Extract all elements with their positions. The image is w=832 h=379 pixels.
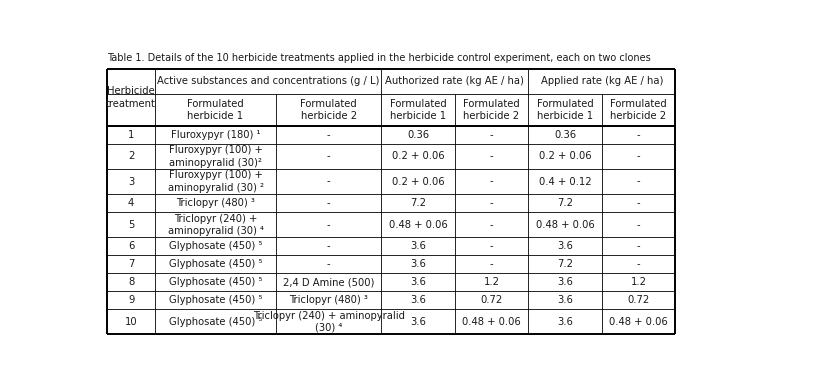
- Text: Formulated
herbicide 2: Formulated herbicide 2: [300, 99, 357, 121]
- Text: -: -: [327, 130, 330, 140]
- Text: 3.6: 3.6: [557, 277, 573, 287]
- Text: Triclopyr (240) +
aminopyralid (30) ⁴: Triclopyr (240) + aminopyralid (30) ⁴: [167, 213, 264, 236]
- Text: 7.2: 7.2: [557, 198, 573, 208]
- Text: -: -: [490, 151, 493, 161]
- Text: Authorized rate (kg AE / ha): Authorized rate (kg AE / ha): [385, 77, 524, 86]
- Text: Fluroxypyr (180) ¹: Fluroxypyr (180) ¹: [171, 130, 260, 140]
- Text: -: -: [327, 177, 330, 186]
- Text: Triclopyr (480) ³: Triclopyr (480) ³: [176, 198, 255, 208]
- Text: Table 1. Details of the 10 herbicide treatments applied in the herbicide control: Table 1. Details of the 10 herbicide tre…: [107, 53, 651, 63]
- Text: -: -: [636, 177, 641, 186]
- Text: 9: 9: [128, 295, 134, 305]
- Text: Formulated
herbicide 2: Formulated herbicide 2: [463, 99, 520, 121]
- Text: 0.2 + 0.06: 0.2 + 0.06: [392, 151, 444, 161]
- Text: Glyphosate (450) ⁵: Glyphosate (450) ⁵: [169, 295, 262, 305]
- Text: 3.6: 3.6: [557, 317, 573, 327]
- Text: -: -: [636, 259, 641, 269]
- Text: 7: 7: [128, 259, 134, 269]
- Text: -: -: [327, 241, 330, 251]
- Text: 1.2: 1.2: [631, 277, 646, 287]
- Text: -: -: [490, 259, 493, 269]
- Text: 3.6: 3.6: [410, 295, 426, 305]
- Text: 1: 1: [128, 130, 134, 140]
- Text: 3.6: 3.6: [410, 241, 426, 251]
- Text: 1.2: 1.2: [483, 277, 499, 287]
- Text: -: -: [327, 198, 330, 208]
- Text: Triclopyr (240) + aminopyralid
(30) ⁴: Triclopyr (240) + aminopyralid (30) ⁴: [253, 311, 404, 333]
- Text: Herbicide
treatment: Herbicide treatment: [106, 86, 156, 108]
- Text: Applied rate (kg AE / ha): Applied rate (kg AE / ha): [541, 77, 663, 86]
- Text: 0.72: 0.72: [627, 295, 650, 305]
- Text: Glyphosate (450) ⁵: Glyphosate (450) ⁵: [169, 259, 262, 269]
- Text: -: -: [490, 220, 493, 230]
- Text: 4: 4: [128, 198, 134, 208]
- Text: -: -: [490, 241, 493, 251]
- Text: 0.48 + 0.06: 0.48 + 0.06: [462, 317, 521, 327]
- Text: 3.6: 3.6: [410, 277, 426, 287]
- Text: -: -: [636, 241, 641, 251]
- Text: 7.2: 7.2: [557, 259, 573, 269]
- Text: 0.72: 0.72: [480, 295, 503, 305]
- Text: 5: 5: [128, 220, 134, 230]
- Text: -: -: [636, 198, 641, 208]
- Text: Glyphosate (450) ⁵: Glyphosate (450) ⁵: [169, 277, 262, 287]
- Text: 0.48 + 0.06: 0.48 + 0.06: [536, 220, 594, 230]
- Text: 0.4 + 0.12: 0.4 + 0.12: [538, 177, 592, 186]
- Text: 0.36: 0.36: [554, 130, 576, 140]
- Text: -: -: [490, 130, 493, 140]
- Text: 2,4 D Amine (500): 2,4 D Amine (500): [283, 277, 374, 287]
- Text: 3.6: 3.6: [410, 317, 426, 327]
- Text: -: -: [636, 151, 641, 161]
- Text: 3.6: 3.6: [410, 259, 426, 269]
- Text: -: -: [490, 198, 493, 208]
- Text: 8: 8: [128, 277, 134, 287]
- Text: 3: 3: [128, 177, 134, 186]
- Text: 0.2 + 0.06: 0.2 + 0.06: [538, 151, 592, 161]
- Text: 7.2: 7.2: [410, 198, 426, 208]
- Text: -: -: [636, 220, 641, 230]
- Text: 10: 10: [125, 317, 137, 327]
- Text: Glyphosate (450) ⁵: Glyphosate (450) ⁵: [169, 241, 262, 251]
- Text: Formulated
herbicide 2: Formulated herbicide 2: [610, 99, 667, 121]
- Text: 0.36: 0.36: [407, 130, 429, 140]
- Text: Triclopyr (480) ³: Triclopyr (480) ³: [290, 295, 368, 305]
- Text: 0.48 + 0.06: 0.48 + 0.06: [609, 317, 668, 327]
- Text: 3.6: 3.6: [557, 241, 573, 251]
- Text: Glyphosate (450) ⁵: Glyphosate (450) ⁵: [169, 317, 262, 327]
- Text: 6: 6: [128, 241, 134, 251]
- Text: -: -: [327, 220, 330, 230]
- Text: Formulated
herbicide 1: Formulated herbicide 1: [389, 99, 447, 121]
- Text: -: -: [490, 177, 493, 186]
- Text: -: -: [327, 259, 330, 269]
- Text: Formulated
herbicide 1: Formulated herbicide 1: [187, 99, 244, 121]
- Text: -: -: [327, 151, 330, 161]
- Text: 2: 2: [128, 151, 134, 161]
- Text: Formulated
herbicide 1: Formulated herbicide 1: [537, 99, 593, 121]
- Text: Fluroxypyr (100) +
aminopyralid (30) ²: Fluroxypyr (100) + aminopyralid (30) ²: [167, 170, 264, 193]
- Text: Fluroxypyr (100) +
aminopyralid (30)²: Fluroxypyr (100) + aminopyralid (30)²: [169, 145, 262, 168]
- Text: 3.6: 3.6: [557, 295, 573, 305]
- Text: 0.2 + 0.06: 0.2 + 0.06: [392, 177, 444, 186]
- Text: Active substances and concentrations (g / L): Active substances and concentrations (g …: [157, 77, 379, 86]
- Text: -: -: [636, 130, 641, 140]
- Text: 0.48 + 0.06: 0.48 + 0.06: [389, 220, 448, 230]
